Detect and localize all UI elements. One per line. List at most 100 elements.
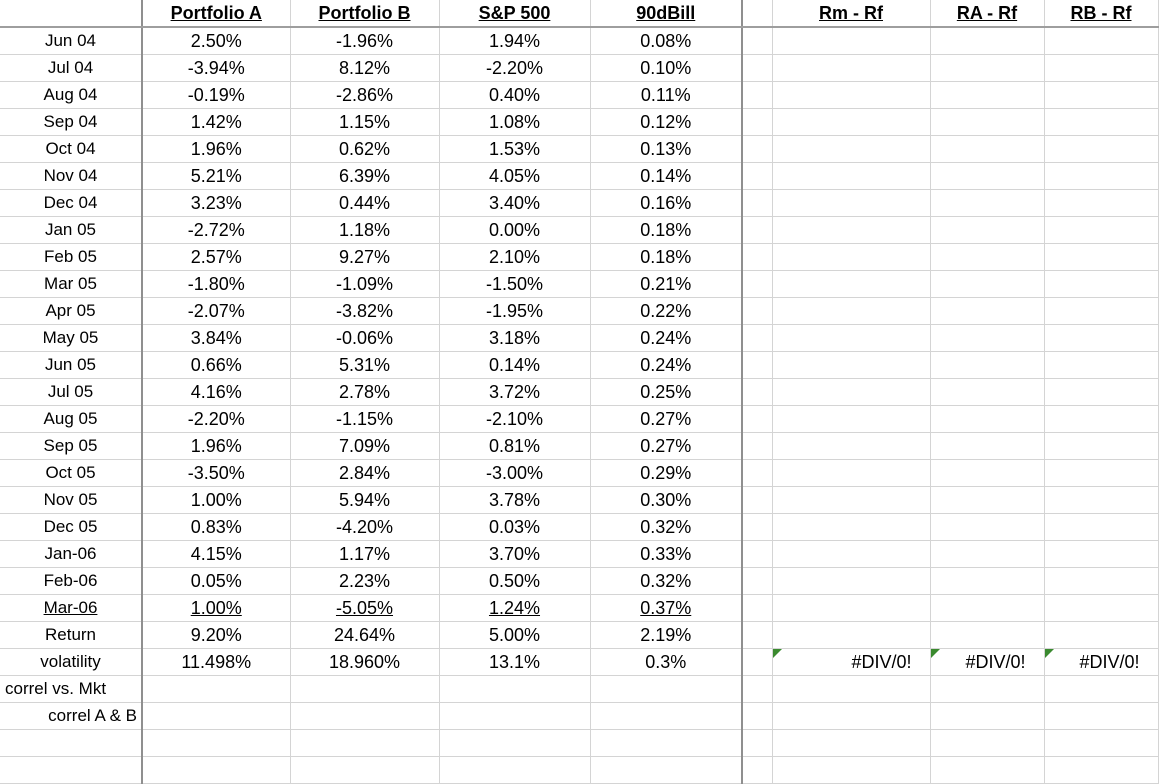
- tbill-cell[interactable]: 0.11%: [590, 81, 743, 109]
- empty-cell[interactable]: [0, 729, 143, 757]
- portfolio-a-cell[interactable]: -3.94%: [142, 54, 291, 82]
- header-cell[interactable]: Portfolio A: [142, 0, 291, 28]
- empty-cell[interactable]: [1044, 378, 1159, 406]
- empty-cell[interactable]: [930, 324, 1045, 352]
- empty-cell[interactable]: [742, 540, 773, 568]
- empty-cell[interactable]: [742, 135, 773, 163]
- empty-cell[interactable]: [1044, 108, 1159, 136]
- empty-cell[interactable]: [930, 270, 1045, 298]
- tbill-cell[interactable]: 0.14%: [590, 162, 743, 190]
- sp500-cell[interactable]: 4.05%: [439, 162, 591, 190]
- portfolio-a-cell[interactable]: -2.20%: [142, 405, 291, 433]
- sp500-cell[interactable]: 3.78%: [439, 486, 591, 514]
- error-indicator-icon[interactable]: [772, 649, 782, 658]
- row-label-cell[interactable]: Jun 05: [0, 351, 143, 379]
- return-b-cell[interactable]: 24.64%: [290, 621, 440, 649]
- sp500-cell[interactable]: -3.00%: [439, 459, 591, 487]
- row-label-cell[interactable]: Feb 05: [0, 243, 143, 271]
- portfolio-a-cell[interactable]: -2.07%: [142, 297, 291, 325]
- empty-cell[interactable]: [742, 297, 773, 325]
- portfolio-b-cell[interactable]: 5.94%: [290, 486, 440, 514]
- empty-cell[interactable]: [930, 702, 1045, 730]
- row-label-cell[interactable]: Aug 04: [0, 81, 143, 109]
- empty-cell[interactable]: [772, 567, 931, 595]
- volatility-tbill-cell[interactable]: 0.3%: [590, 648, 743, 676]
- empty-cell[interactable]: [439, 675, 591, 703]
- sp500-cell[interactable]: -2.10%: [439, 405, 591, 433]
- portfolio-a-cell[interactable]: 2.50%: [142, 27, 291, 55]
- empty-cell[interactable]: [290, 756, 440, 784]
- empty-cell[interactable]: [772, 162, 931, 190]
- sp500-cell[interactable]: 0.14%: [439, 351, 591, 379]
- empty-cell[interactable]: [1044, 324, 1159, 352]
- empty-cell[interactable]: [742, 675, 773, 703]
- volatility-sp500-cell[interactable]: 13.1%: [439, 648, 591, 676]
- portfolio-a-cell[interactable]: 1.00%: [142, 594, 291, 622]
- header-cell[interactable]: Rm - Rf: [772, 0, 931, 28]
- header-cell[interactable]: [0, 0, 143, 28]
- row-label-cell[interactable]: Dec 05: [0, 513, 143, 541]
- portfolio-b-cell[interactable]: 6.39%: [290, 162, 440, 190]
- empty-cell[interactable]: [742, 27, 773, 55]
- empty-cell[interactable]: [930, 594, 1045, 622]
- empty-cell[interactable]: [772, 459, 931, 487]
- empty-cell[interactable]: [742, 216, 773, 244]
- empty-cell[interactable]: [772, 108, 931, 136]
- sp500-cell[interactable]: 1.24%: [439, 594, 591, 622]
- tbill-cell[interactable]: 0.12%: [590, 108, 743, 136]
- empty-cell[interactable]: [742, 270, 773, 298]
- sp500-cell[interactable]: 1.08%: [439, 108, 591, 136]
- portfolio-b-cell[interactable]: -1.96%: [290, 27, 440, 55]
- tbill-cell[interactable]: 0.27%: [590, 432, 743, 460]
- portfolio-a-cell[interactable]: 2.57%: [142, 243, 291, 271]
- empty-cell[interactable]: [742, 324, 773, 352]
- empty-cell[interactable]: [742, 486, 773, 514]
- empty-cell[interactable]: [930, 378, 1045, 406]
- empty-cell[interactable]: [742, 351, 773, 379]
- empty-cell[interactable]: [772, 324, 931, 352]
- empty-cell[interactable]: [742, 459, 773, 487]
- empty-cell[interactable]: [930, 27, 1045, 55]
- empty-cell[interactable]: [772, 243, 931, 271]
- row-label-cell[interactable]: Sep 05: [0, 432, 143, 460]
- empty-cell[interactable]: [772, 54, 931, 82]
- sp500-cell[interactable]: 3.40%: [439, 189, 591, 217]
- portfolio-a-cell[interactable]: -1.80%: [142, 270, 291, 298]
- empty-cell[interactable]: [1044, 729, 1159, 757]
- empty-cell[interactable]: [930, 459, 1045, 487]
- empty-cell[interactable]: [290, 675, 440, 703]
- empty-cell[interactable]: [1044, 567, 1159, 595]
- return-a-cell[interactable]: 9.20%: [142, 621, 291, 649]
- tbill-cell[interactable]: 0.21%: [590, 270, 743, 298]
- empty-cell[interactable]: [930, 486, 1045, 514]
- portfolio-b-cell[interactable]: -2.86%: [290, 81, 440, 109]
- tbill-cell[interactable]: 0.10%: [590, 54, 743, 82]
- empty-cell[interactable]: [930, 729, 1045, 757]
- tbill-cell[interactable]: 0.27%: [590, 405, 743, 433]
- portfolio-a-cell[interactable]: 1.96%: [142, 135, 291, 163]
- portfolio-a-cell[interactable]: 1.42%: [142, 108, 291, 136]
- portfolio-b-cell[interactable]: 9.27%: [290, 243, 440, 271]
- empty-cell[interactable]: [142, 702, 291, 730]
- row-label-cell[interactable]: Mar 05: [0, 270, 143, 298]
- sp500-cell[interactable]: 0.50%: [439, 567, 591, 595]
- empty-cell[interactable]: [742, 189, 773, 217]
- row-label-cell[interactable]: Jan 05: [0, 216, 143, 244]
- row-label-cell[interactable]: Sep 04: [0, 108, 143, 136]
- sp500-cell[interactable]: 0.40%: [439, 81, 591, 109]
- empty-cell[interactable]: [930, 189, 1045, 217]
- empty-cell[interactable]: [930, 351, 1045, 379]
- header-cell[interactable]: Portfolio B: [290, 0, 440, 28]
- portfolio-a-cell[interactable]: -0.19%: [142, 81, 291, 109]
- portfolio-b-cell[interactable]: -1.15%: [290, 405, 440, 433]
- empty-cell[interactable]: [930, 54, 1045, 82]
- empty-cell[interactable]: [742, 513, 773, 541]
- empty-cell[interactable]: [772, 432, 931, 460]
- rb-rf-error-cell[interactable]: #DIV/0!: [1044, 648, 1159, 676]
- empty-cell[interactable]: [1044, 405, 1159, 433]
- row-label-cell[interactable]: Nov 05: [0, 486, 143, 514]
- empty-cell[interactable]: [930, 675, 1045, 703]
- empty-cell[interactable]: [1044, 135, 1159, 163]
- empty-cell[interactable]: [1044, 351, 1159, 379]
- row-label-cell[interactable]: Aug 05: [0, 405, 143, 433]
